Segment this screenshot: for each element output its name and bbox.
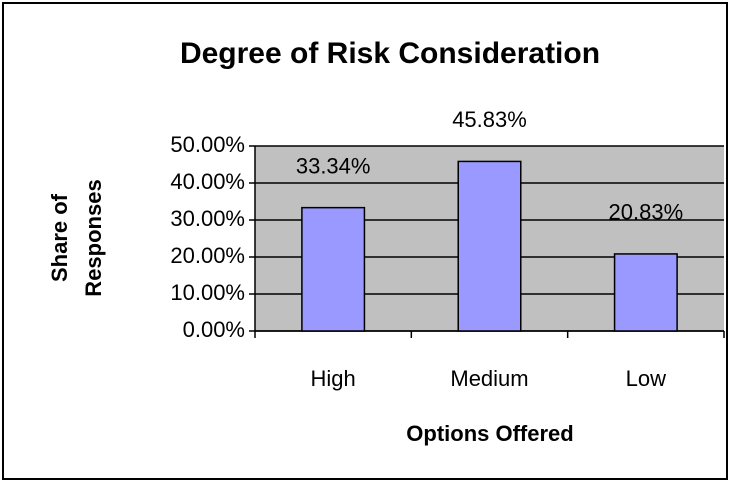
- y-axis-label-line: Responses: [81, 179, 106, 296]
- y-tick-label: 50.00%: [170, 132, 245, 157]
- data-label: 45.83%: [452, 107, 527, 132]
- x-tick-label: Medium: [450, 366, 528, 391]
- data-label: 33.34%: [296, 153, 371, 178]
- y-tick-label: 10.00%: [170, 280, 245, 305]
- bar: [457, 160, 522, 332]
- y-axis-label: Share of Responses: [47, 179, 106, 296]
- x-tick-label: Low: [626, 366, 666, 391]
- y-tick-label: 20.00%: [170, 243, 245, 268]
- y-tick-label: 0.00%: [183, 317, 245, 342]
- data-label: 20.83%: [609, 200, 684, 225]
- bar: [301, 206, 366, 332]
- y-tick-label: 30.00%: [170, 206, 245, 231]
- y-tick-label: 40.00%: [170, 169, 245, 194]
- x-tick-label: High: [311, 366, 356, 391]
- bar: [613, 253, 678, 332]
- x-axis-label: Options Offered: [406, 421, 573, 446]
- chart-title: Degree of Risk Consideration: [180, 37, 600, 70]
- y-axis-label-line: Share of: [47, 193, 72, 282]
